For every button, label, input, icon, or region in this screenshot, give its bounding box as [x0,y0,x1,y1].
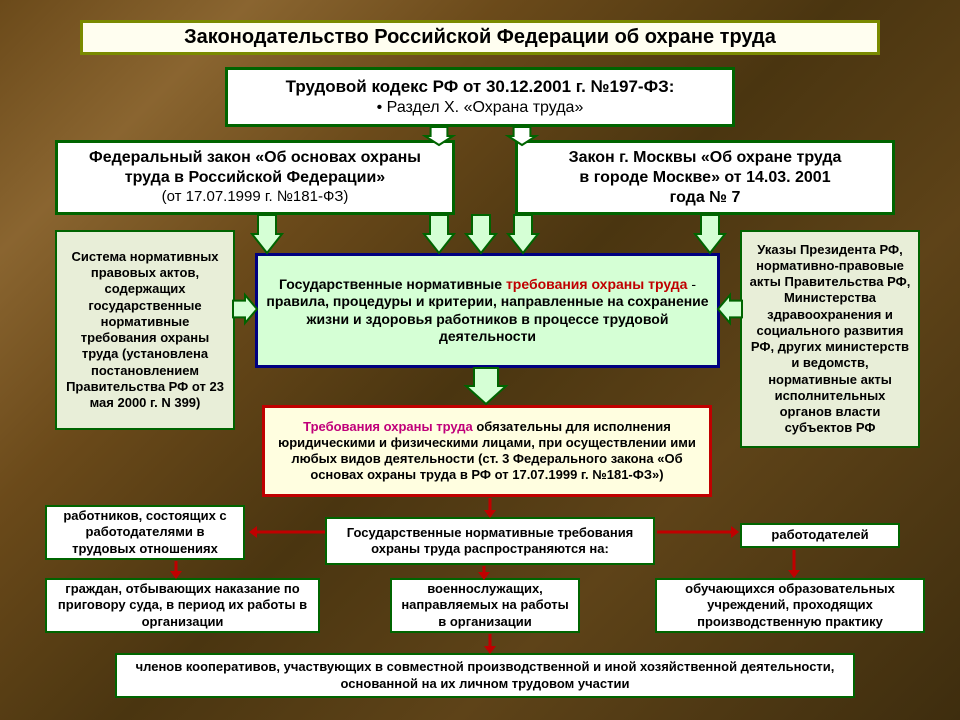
fed-line1: Федеральный закон «Об основах охраны [89,149,421,166]
fed-line2: труда в Российской Федерации» [125,169,385,186]
title-text: Законодательство Российской Федерации об… [89,25,871,50]
left-gray-text: Система нормативных правовых актов, соде… [63,249,227,412]
center-head2: требования охраны труда [506,276,688,292]
moscow-line2: в городе Москве» от 14.03. 2001 [579,169,830,186]
employers-text: работодателей [748,527,892,543]
moscow-line3: года № 7 [670,189,741,206]
workers-text: работников, состоящих с работодателями в… [53,508,237,557]
req-head: Требования охраны труда [303,419,473,434]
fed-law-box: Федеральный закон «Об основах охраны тру… [55,140,455,215]
center-dash: - [687,276,696,292]
moscow-line1: Закон г. Москвы «Об охране труда [569,149,842,166]
kodeks-line1: Трудовой кодекс РФ от 30.12.2001 г. №197… [286,77,675,96]
kodeks-line2: Раздел X. «Охрана труда» [387,99,584,116]
spread-text: Государственные нормативные требования о… [333,525,647,558]
center-head1: Государственные нормативные [279,276,502,292]
center-box: Государственные нормативные требования о… [255,253,720,368]
workers-box: работников, состоящих с работодателями в… [45,505,245,560]
military-text: военнослужащих, направляемых на работы в… [398,581,572,630]
center-body: правила, процедуры и критерии, направлен… [266,293,708,344]
kodeks-box: Трудовой кодекс РФ от 30.12.2001 г. №197… [225,67,735,127]
students-text: обучающихся образовательных учреждений, … [663,581,917,630]
right-gray-box: Указы Президента РФ, нормативно-правовые… [740,230,920,448]
req-box: Требования охраны труда обязательны для … [262,405,712,497]
title-box: Законодательство Российской Федерации об… [80,20,880,55]
moscow-law-box: Закон г. Москвы «Об охране труда в город… [515,140,895,215]
students-box: обучающихся образовательных учреждений, … [655,578,925,633]
left-gray-box: Система нормативных правовых актов, соде… [55,230,235,430]
citizens-text: граждан, отбывающих наказание по пригово… [53,581,312,630]
coop-box: членов кооперативов, участвующих в совме… [115,653,855,698]
spread-box: Государственные нормативные требования о… [325,517,655,565]
employers-box: работодателей [740,523,900,548]
citizens-box: граждан, отбывающих наказание по пригово… [45,578,320,633]
coop-text: членов кооперативов, участвующих в совме… [123,659,847,692]
fed-line3: (от 17.07.1999 г. №181-ФЗ) [162,188,349,205]
right-gray-text: Указы Президента РФ, нормативно-правовые… [748,242,912,437]
military-box: военнослужащих, направляемых на работы в… [390,578,580,633]
